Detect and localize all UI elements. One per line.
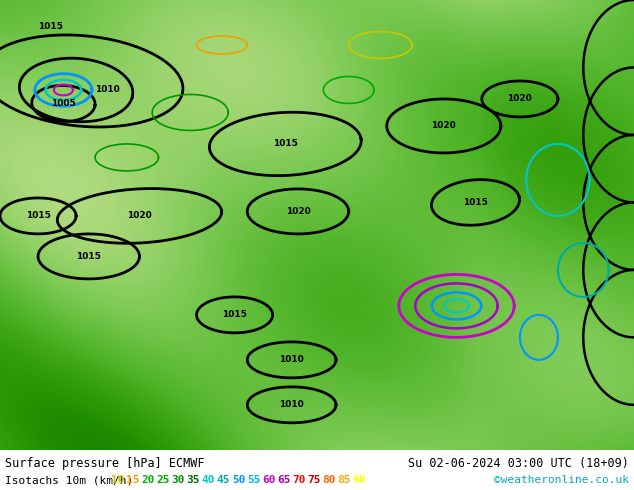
- Text: 25: 25: [156, 475, 170, 485]
- Text: 1015: 1015: [273, 140, 298, 148]
- Text: 85: 85: [338, 475, 351, 485]
- Text: 1015: 1015: [222, 310, 247, 319]
- Text: 1020: 1020: [507, 95, 533, 103]
- Text: 50: 50: [232, 475, 245, 485]
- Text: 1015: 1015: [38, 23, 63, 31]
- Text: Isotachs 10m (km/h): Isotachs 10m (km/h): [5, 475, 140, 485]
- Text: 1005: 1005: [51, 99, 76, 108]
- Text: 1020: 1020: [431, 122, 456, 130]
- Text: 60: 60: [262, 475, 276, 485]
- Text: 1020: 1020: [127, 211, 152, 220]
- Text: 70: 70: [292, 475, 306, 485]
- Text: 1010: 1010: [279, 355, 304, 365]
- Text: 55: 55: [247, 475, 261, 485]
- Text: ©weatheronline.co.uk: ©weatheronline.co.uk: [494, 475, 629, 485]
- Text: Su 02-06-2024 03:00 UTC (18+09): Su 02-06-2024 03:00 UTC (18+09): [408, 457, 629, 470]
- Text: 80: 80: [323, 475, 336, 485]
- Text: 15: 15: [126, 475, 139, 485]
- Text: 75: 75: [307, 475, 321, 485]
- Text: Surface pressure [hPa] ECMWF: Surface pressure [hPa] ECMWF: [5, 457, 205, 470]
- Text: 1010: 1010: [279, 400, 304, 409]
- Text: 30: 30: [171, 475, 185, 485]
- Text: 40: 40: [202, 475, 215, 485]
- Text: 20: 20: [141, 475, 155, 485]
- Text: 1010: 1010: [95, 85, 120, 95]
- Text: 35: 35: [186, 475, 200, 485]
- Text: 10: 10: [111, 475, 124, 485]
- Text: 1015: 1015: [25, 211, 51, 220]
- Text: 45: 45: [217, 475, 230, 485]
- Text: 65: 65: [277, 475, 291, 485]
- Text: 90: 90: [353, 475, 366, 485]
- Text: 1020: 1020: [285, 207, 311, 216]
- Text: 1015: 1015: [463, 198, 488, 207]
- Text: 1015: 1015: [76, 252, 101, 261]
